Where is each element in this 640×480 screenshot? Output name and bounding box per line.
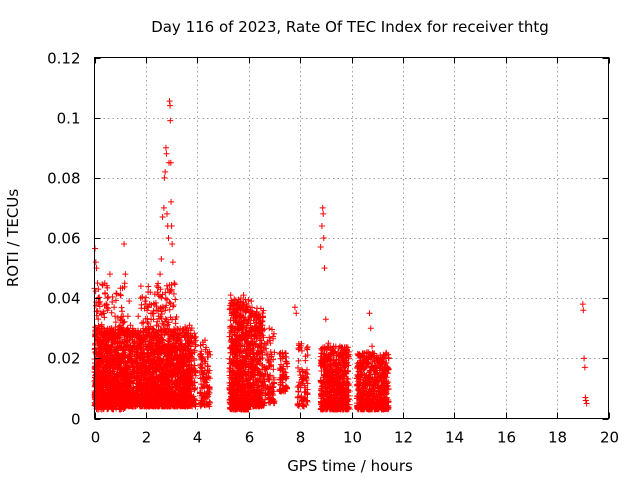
data-point (197, 389, 204, 396)
data-point (117, 291, 124, 298)
chart-title: Day 116 of 2023, Rate Of TEC Index for r… (151, 18, 549, 36)
data-point (294, 384, 301, 391)
data-point (191, 362, 198, 369)
data-point (162, 315, 169, 322)
data-point (163, 282, 170, 289)
data-point (137, 283, 144, 290)
data-point (142, 298, 149, 305)
data-point (171, 281, 178, 288)
data-point (145, 283, 152, 290)
data-point (111, 304, 118, 311)
data-point (295, 357, 302, 364)
data-point (142, 294, 149, 301)
data-points (91, 98, 590, 413)
data-point (95, 316, 102, 323)
data-point (138, 320, 145, 327)
data-point (95, 299, 102, 306)
data-point (138, 305, 145, 312)
data-point (172, 296, 179, 303)
data-point (109, 299, 116, 306)
data-point (153, 283, 160, 290)
data-point (109, 293, 116, 300)
data-point (162, 295, 169, 302)
data-point (96, 294, 103, 301)
data-point (119, 308, 126, 315)
data-point (139, 293, 146, 300)
data-point (303, 345, 310, 352)
data-point (172, 320, 179, 327)
data-point (304, 344, 311, 351)
